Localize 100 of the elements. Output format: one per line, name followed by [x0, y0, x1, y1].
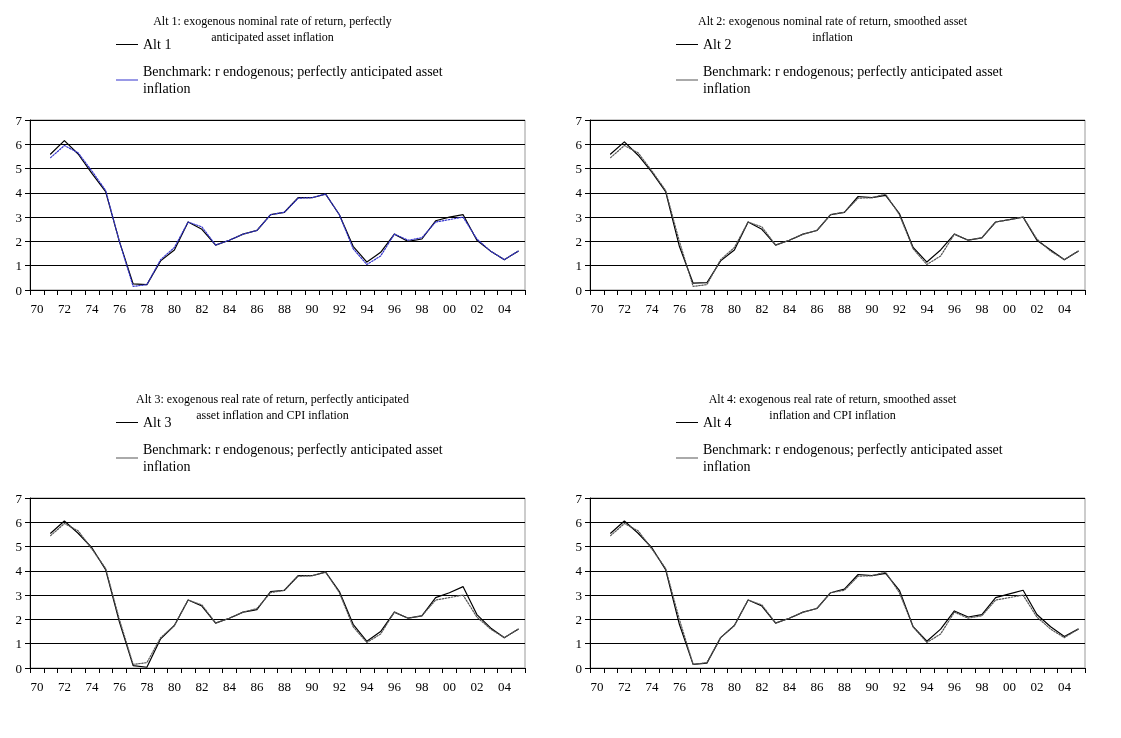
x-tick-label: 02 [470, 301, 484, 316]
x-tick-label: 92 [892, 679, 906, 694]
x-tick-label: 74 [645, 679, 659, 694]
y-tick-label: 3 [575, 587, 582, 603]
x-tick-label: 04 [497, 301, 512, 316]
y-tick-label: 6 [15, 514, 23, 530]
x-tick-label: 72 [617, 679, 631, 694]
x-tick-label: 76 [672, 679, 687, 694]
x-tick-label: 82 [755, 679, 769, 694]
y-tick-label: 0 [15, 282, 22, 298]
x-tick-label: 84 [222, 679, 237, 694]
legend-label: Alt 3 [143, 415, 172, 430]
legend-label: Alt 4 [703, 415, 732, 430]
x-tick-label: 72 [617, 301, 631, 316]
x-tick-label: 80 [727, 679, 741, 694]
x-tick-label: 94 [920, 301, 934, 316]
legend-label: Benchmark: r endogenous; perfectly anticipated asset inflation [703, 64, 1007, 96]
x-tick-label: 78 [140, 301, 154, 316]
y-tick-label: 4 [575, 563, 583, 579]
y-tick-label: 6 [575, 514, 583, 530]
y-tick-label: 1 [15, 258, 22, 274]
x-tick-label: 78 [700, 679, 714, 694]
x-tick-label: 94 [360, 679, 374, 694]
x-tick-label: 74 [85, 301, 99, 316]
y-tick-label: 3 [575, 209, 582, 225]
x-tick-label: 00 [442, 301, 456, 316]
x-tick-label: 84 [222, 301, 237, 316]
x-tick-label: 82 [755, 301, 769, 316]
x-tick-label: 96 [387, 301, 402, 316]
x-tick-label: 70 [30, 679, 44, 694]
y-tick-label: 1 [575, 636, 582, 652]
x-tick-label: 90 [305, 679, 319, 694]
y-tick-label: 5 [575, 539, 582, 555]
x-tick-label: 04 [497, 679, 512, 694]
x-tick-label: 94 [920, 679, 934, 694]
y-tick-label: 1 [15, 636, 22, 652]
x-tick-label: 98 [415, 301, 429, 316]
y-tick-label: 3 [15, 209, 22, 225]
x-tick-label: 04 [1057, 679, 1072, 694]
x-tick-label: 72 [57, 301, 71, 316]
x-tick-label: 78 [700, 301, 714, 316]
x-tick-label: 96 [947, 679, 962, 694]
y-tick-label: 7 [15, 112, 23, 128]
x-tick-label: 74 [85, 679, 99, 694]
x-tick-label: 70 [30, 301, 44, 316]
x-tick-label: 88 [277, 301, 291, 316]
x-tick-label: 84 [782, 301, 797, 316]
x-tick-label: 02 [1030, 301, 1044, 316]
x-tick-label: 82 [195, 301, 209, 316]
y-tick-label: 6 [15, 136, 23, 152]
legend-label: Benchmark: r endogenous; perfectly anticipated asset inflation [143, 442, 447, 474]
x-tick-label: 98 [975, 301, 989, 316]
x-tick-label: 00 [1002, 301, 1016, 316]
y-tick-label: 6 [575, 136, 583, 152]
y-tick-label: 4 [15, 563, 23, 579]
y-tick-label: 3 [15, 587, 22, 603]
x-tick-label: 80 [167, 679, 181, 694]
y-tick-label: 7 [575, 112, 583, 128]
x-tick-label: 72 [57, 679, 71, 694]
x-tick-label: 74 [645, 301, 659, 316]
x-tick-label: 84 [782, 679, 797, 694]
x-tick-label: 76 [672, 301, 687, 316]
y-tick-label: 4 [15, 185, 23, 201]
x-tick-label: 76 [112, 679, 127, 694]
x-tick-label: 70 [590, 679, 604, 694]
x-tick-label: 96 [387, 679, 402, 694]
legend-label: Alt 2 [703, 37, 732, 52]
y-tick-label: 5 [575, 161, 582, 177]
x-tick-label: 02 [470, 679, 484, 694]
x-tick-label: 92 [332, 301, 346, 316]
y-tick-label: 0 [15, 660, 22, 676]
x-tick-label: 90 [865, 301, 879, 316]
x-tick-label: 78 [140, 679, 154, 694]
x-tick-label: 88 [277, 679, 291, 694]
y-tick-label: 4 [575, 185, 583, 201]
x-tick-label: 02 [1030, 679, 1044, 694]
legend-label: Alt 1 [143, 37, 172, 52]
y-tick-label: 1 [575, 258, 582, 274]
x-tick-label: 80 [727, 301, 741, 316]
x-tick-label: 00 [1002, 679, 1016, 694]
y-tick-label: 7 [575, 490, 583, 506]
x-tick-label: 90 [305, 301, 319, 316]
x-tick-label: 86 [810, 301, 824, 316]
y-tick-label: 2 [15, 233, 22, 249]
y-tick-label: 7 [15, 490, 23, 506]
y-tick-label: 2 [575, 611, 582, 627]
y-tick-label: 0 [575, 282, 582, 298]
legend-label: Benchmark: r endogenous; perfectly anticipated asset inflation [703, 442, 1007, 474]
x-tick-label: 92 [332, 679, 346, 694]
x-tick-label: 92 [892, 301, 906, 316]
y-tick-label: 5 [15, 161, 22, 177]
x-tick-label: 90 [865, 679, 879, 694]
x-tick-label: 80 [167, 301, 181, 316]
x-tick-label: 76 [112, 301, 127, 316]
x-tick-label: 86 [810, 679, 824, 694]
x-tick-label: 82 [195, 679, 209, 694]
x-tick-label: 04 [1057, 301, 1072, 316]
x-tick-label: 88 [837, 679, 851, 694]
legend-label: Benchmark: r endogenous; perfectly anticipated asset inflation [143, 64, 447, 96]
x-tick-label: 88 [837, 301, 851, 316]
